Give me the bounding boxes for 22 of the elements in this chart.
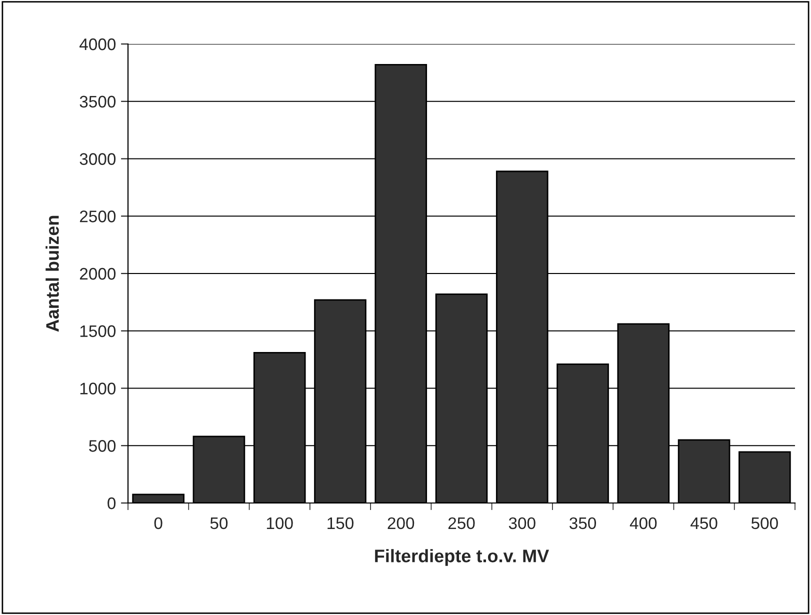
x-tick-label: 400 [630,517,657,530]
y-tick-label: 2500 [80,210,116,222]
x-tick-label: 250 [448,517,475,530]
y-tick-label: 1000 [80,382,116,394]
y-tick-label: 500 [89,440,116,452]
x-tick-label: 300 [508,517,536,530]
x-tick-label: 500 [751,517,778,530]
x-tick-label: 200 [388,517,414,530]
x-tick-label: 50 [210,517,228,530]
y-tick-label: 3000 [80,153,116,165]
y-tick-label: 2000 [80,268,116,280]
y-tick-label: 0 [108,497,116,510]
x-tick-label: 150 [328,517,354,530]
y-tick-label: 1500 [80,325,116,338]
y-axis-title: Aantal buizen [46,216,59,332]
y-tick-label: 4000 [80,38,116,50]
x-tick-label: 350 [570,517,596,530]
x-axis-title: Filterdiepte t.o.v. MV [375,549,549,566]
x-tick-label: 100 [266,517,293,530]
y-tick-label: 3500 [80,96,116,108]
x-tick-label: 450 [690,517,718,530]
x-tick-label: 0 [154,517,162,530]
